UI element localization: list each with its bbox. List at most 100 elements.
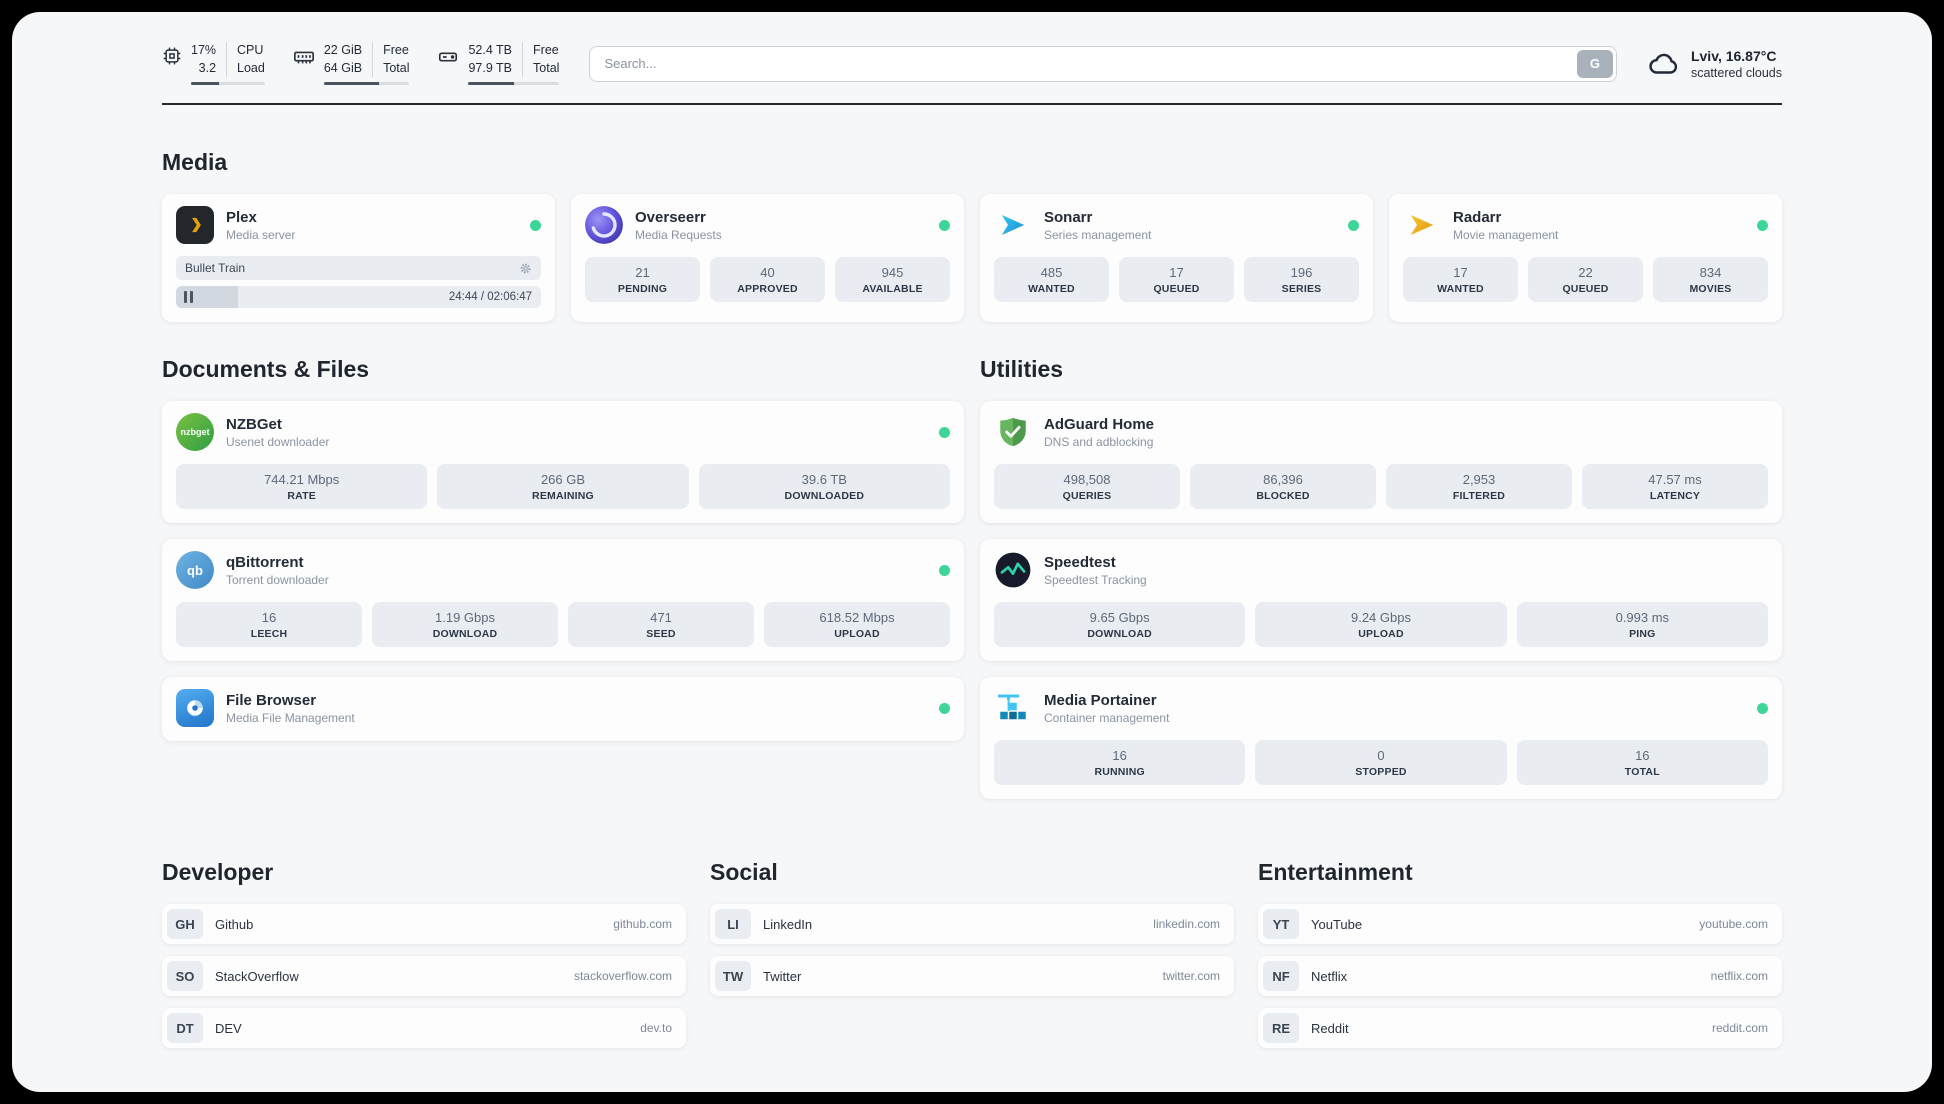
status-online-dot — [530, 219, 541, 231]
utilities-column: Utilities AdGuard Home DNS and adblockin… — [980, 356, 1782, 799]
player-progress-bar[interactable]: 24:44 / 02:06:47 — [176, 286, 541, 308]
disk-progress-bar — [468, 82, 560, 85]
service-card-nzbget[interactable]: nzbget NZBGet Usenet downloader 744.21 M… — [162, 401, 964, 523]
media-grid: Plex Media server Bullet Train 24:44 / 0… — [162, 194, 1782, 322]
stat-tile: 498,508 QUERIES — [994, 464, 1180, 509]
cpu-progress-bar — [191, 82, 265, 85]
bookmark-stackoverflow[interactable]: SO StackOverflow stackoverflow.com — [162, 956, 686, 996]
stat-tile: 2,953 FILTERED — [1386, 464, 1572, 509]
section-title-utilities: Utilities — [980, 356, 1064, 382]
service-subtitle: Container management — [1044, 710, 1170, 725]
pause-icon[interactable] — [184, 291, 193, 303]
search-provider-button[interactable]: G — [1576, 49, 1613, 78]
cpu-load-value: 3.2 — [198, 60, 217, 75]
plex-icon — [176, 206, 214, 244]
service-name: Plex — [226, 208, 257, 226]
bookmark-netflix[interactable]: NF Netflix netflix.com — [1258, 956, 1782, 996]
service-card-portainer[interactable]: Media Portainer Container management 16 R… — [980, 677, 1782, 799]
system-stats: 17% 3.2 CPU Load — [162, 42, 560, 85]
dashboard-page: 17% 3.2 CPU Load — [12, 12, 1932, 1092]
status-online-dot — [1348, 219, 1359, 231]
status-online-dot — [939, 219, 950, 231]
bookmark-dev[interactable]: DT DEV dev.to — [162, 1008, 686, 1048]
service-card-adguard[interactable]: AdGuard Home DNS and adblocking 498,508 Q… — [980, 401, 1782, 523]
status-online-dot — [939, 564, 950, 576]
bookmark-url: github.com — [613, 917, 672, 931]
stat-tile: 21 PENDING — [585, 257, 700, 302]
service-name: Sonarr — [1044, 208, 1093, 226]
bookmark-group-developer: Developer GH Github github.com SO StackO… — [162, 859, 686, 1060]
bookmark-github[interactable]: GH Github github.com — [162, 904, 686, 944]
bookmark-name: Netflix — [1311, 968, 1348, 984]
status-online-dot — [939, 426, 950, 438]
stat-tile: 0.993 ms PING — [1516, 602, 1768, 647]
service-subtitle: Media server — [226, 227, 296, 242]
service-name: Speedtest — [1044, 553, 1116, 571]
service-name: Media Portainer — [1044, 691, 1157, 709]
cpu-widget: 17% 3.2 CPU Load — [162, 42, 265, 85]
bookmark-abbr: YT — [1263, 909, 1299, 939]
weather-widget: Lviv, 16.87°C scattered clouds — [1647, 47, 1782, 81]
ram-label-bottom: Total — [383, 60, 410, 75]
disk-total-value: 97.9 TB — [468, 60, 513, 75]
player-time: 24:44 / 02:06:47 — [448, 290, 532, 303]
bookmark-url: twitter.com — [1162, 969, 1220, 983]
bookmark-twitter[interactable]: TW Twitter twitter.com — [710, 956, 1234, 996]
stat-tile: 1.19 Gbps DOWNLOAD — [372, 602, 558, 647]
service-card-qbittorrent[interactable]: qb qBittorrent Torrent downloader 16 LEEC… — [162, 539, 964, 661]
bookmark-group-entertainment: Entertainment YT YouTube youtube.com NF … — [1258, 859, 1782, 1060]
sonarr-icon — [994, 206, 1032, 244]
nzbget-icon-text: nzbget — [180, 427, 210, 437]
status-online-dot — [939, 702, 950, 714]
service-subtitle: DNS and adblocking — [1044, 434, 1154, 449]
bookmark-name: Reddit — [1311, 1020, 1349, 1036]
bookmark-name: DEV — [215, 1020, 242, 1036]
service-card-speedtest[interactable]: Speedtest Speedtest Tracking 9.65 Gbps DO… — [980, 539, 1782, 661]
bookmarks-area: Developer GH Github github.com SO StackO… — [162, 859, 1782, 1060]
service-name: AdGuard Home — [1044, 415, 1155, 433]
bookmark-abbr: TW — [715, 961, 751, 991]
bookmark-name: YouTube — [1311, 916, 1363, 932]
now-playing-title: Bullet Train — [185, 261, 246, 275]
service-subtitle: Speedtest Tracking — [1044, 572, 1147, 587]
stat-tile: 9.65 Gbps DOWNLOAD — [994, 602, 1246, 647]
bookmark-url: linkedin.com — [1153, 917, 1220, 931]
speedtest-icon — [994, 551, 1032, 589]
service-name: File Browser — [226, 691, 317, 709]
service-card-radarr[interactable]: Radarr Movie management 17 WANTED 22 QUEUE… — [1389, 194, 1782, 322]
section-title-developer: Developer — [162, 859, 274, 885]
disk-label-top: Free — [533, 43, 559, 57]
service-card-plex[interactable]: Plex Media server Bullet Train 24:44 / 0… — [162, 194, 555, 322]
service-name: qBittorrent — [226, 553, 304, 571]
stat-tile: 47.57 ms LATENCY — [1582, 464, 1768, 509]
service-subtitle: Media File Management — [226, 710, 355, 725]
stat-tile: 16 TOTAL — [1516, 740, 1768, 785]
service-subtitle: Movie management — [1453, 227, 1559, 242]
ram-free-value: 22 GiB — [323, 43, 363, 57]
section-title-media: Media — [162, 149, 228, 175]
stat-tile: 9.24 Gbps UPLOAD — [1255, 602, 1507, 647]
bookmark-reddit[interactable]: RE Reddit reddit.com — [1258, 1008, 1782, 1048]
filebrowser-icon — [176, 689, 214, 727]
service-subtitle: Usenet downloader — [226, 434, 330, 449]
bookmark-name: Github — [215, 916, 254, 932]
bookmark-name: Twitter — [763, 968, 802, 984]
disk-label-bottom: Total — [533, 60, 560, 75]
stat-tile: 39.6 TB DOWNLOADED — [698, 464, 950, 509]
bookmark-url: dev.to — [640, 1021, 672, 1035]
bookmark-linkedin[interactable]: LI LinkedIn linkedin.com — [710, 904, 1234, 944]
stat-tile: 485 WANTED — [994, 257, 1109, 302]
bookmark-youtube[interactable]: YT YouTube youtube.com — [1258, 904, 1782, 944]
topbar-divider — [162, 103, 1782, 105]
section-title-documents: Documents & Files — [162, 356, 370, 382]
stat-tile: 17 QUEUED — [1119, 257, 1234, 302]
search-input[interactable] — [589, 45, 1617, 82]
gear-icon[interactable] — [519, 262, 532, 275]
disk-widget: 52.4 TB 97.9 TB Free Total — [437, 42, 560, 85]
service-card-sonarr[interactable]: Sonarr Series management 485 WANTED 17 QUE… — [980, 194, 1373, 322]
service-card-filebrowser[interactable]: File Browser Media File Management — [162, 677, 964, 741]
cpu-label-bottom: Load — [237, 60, 265, 75]
service-card-overseerr[interactable]: Overseerr Media Requests 21 PENDING 40 APP… — [571, 194, 964, 322]
bookmark-name: LinkedIn — [763, 916, 813, 932]
cpu-usage-value: 17% — [191, 43, 217, 57]
